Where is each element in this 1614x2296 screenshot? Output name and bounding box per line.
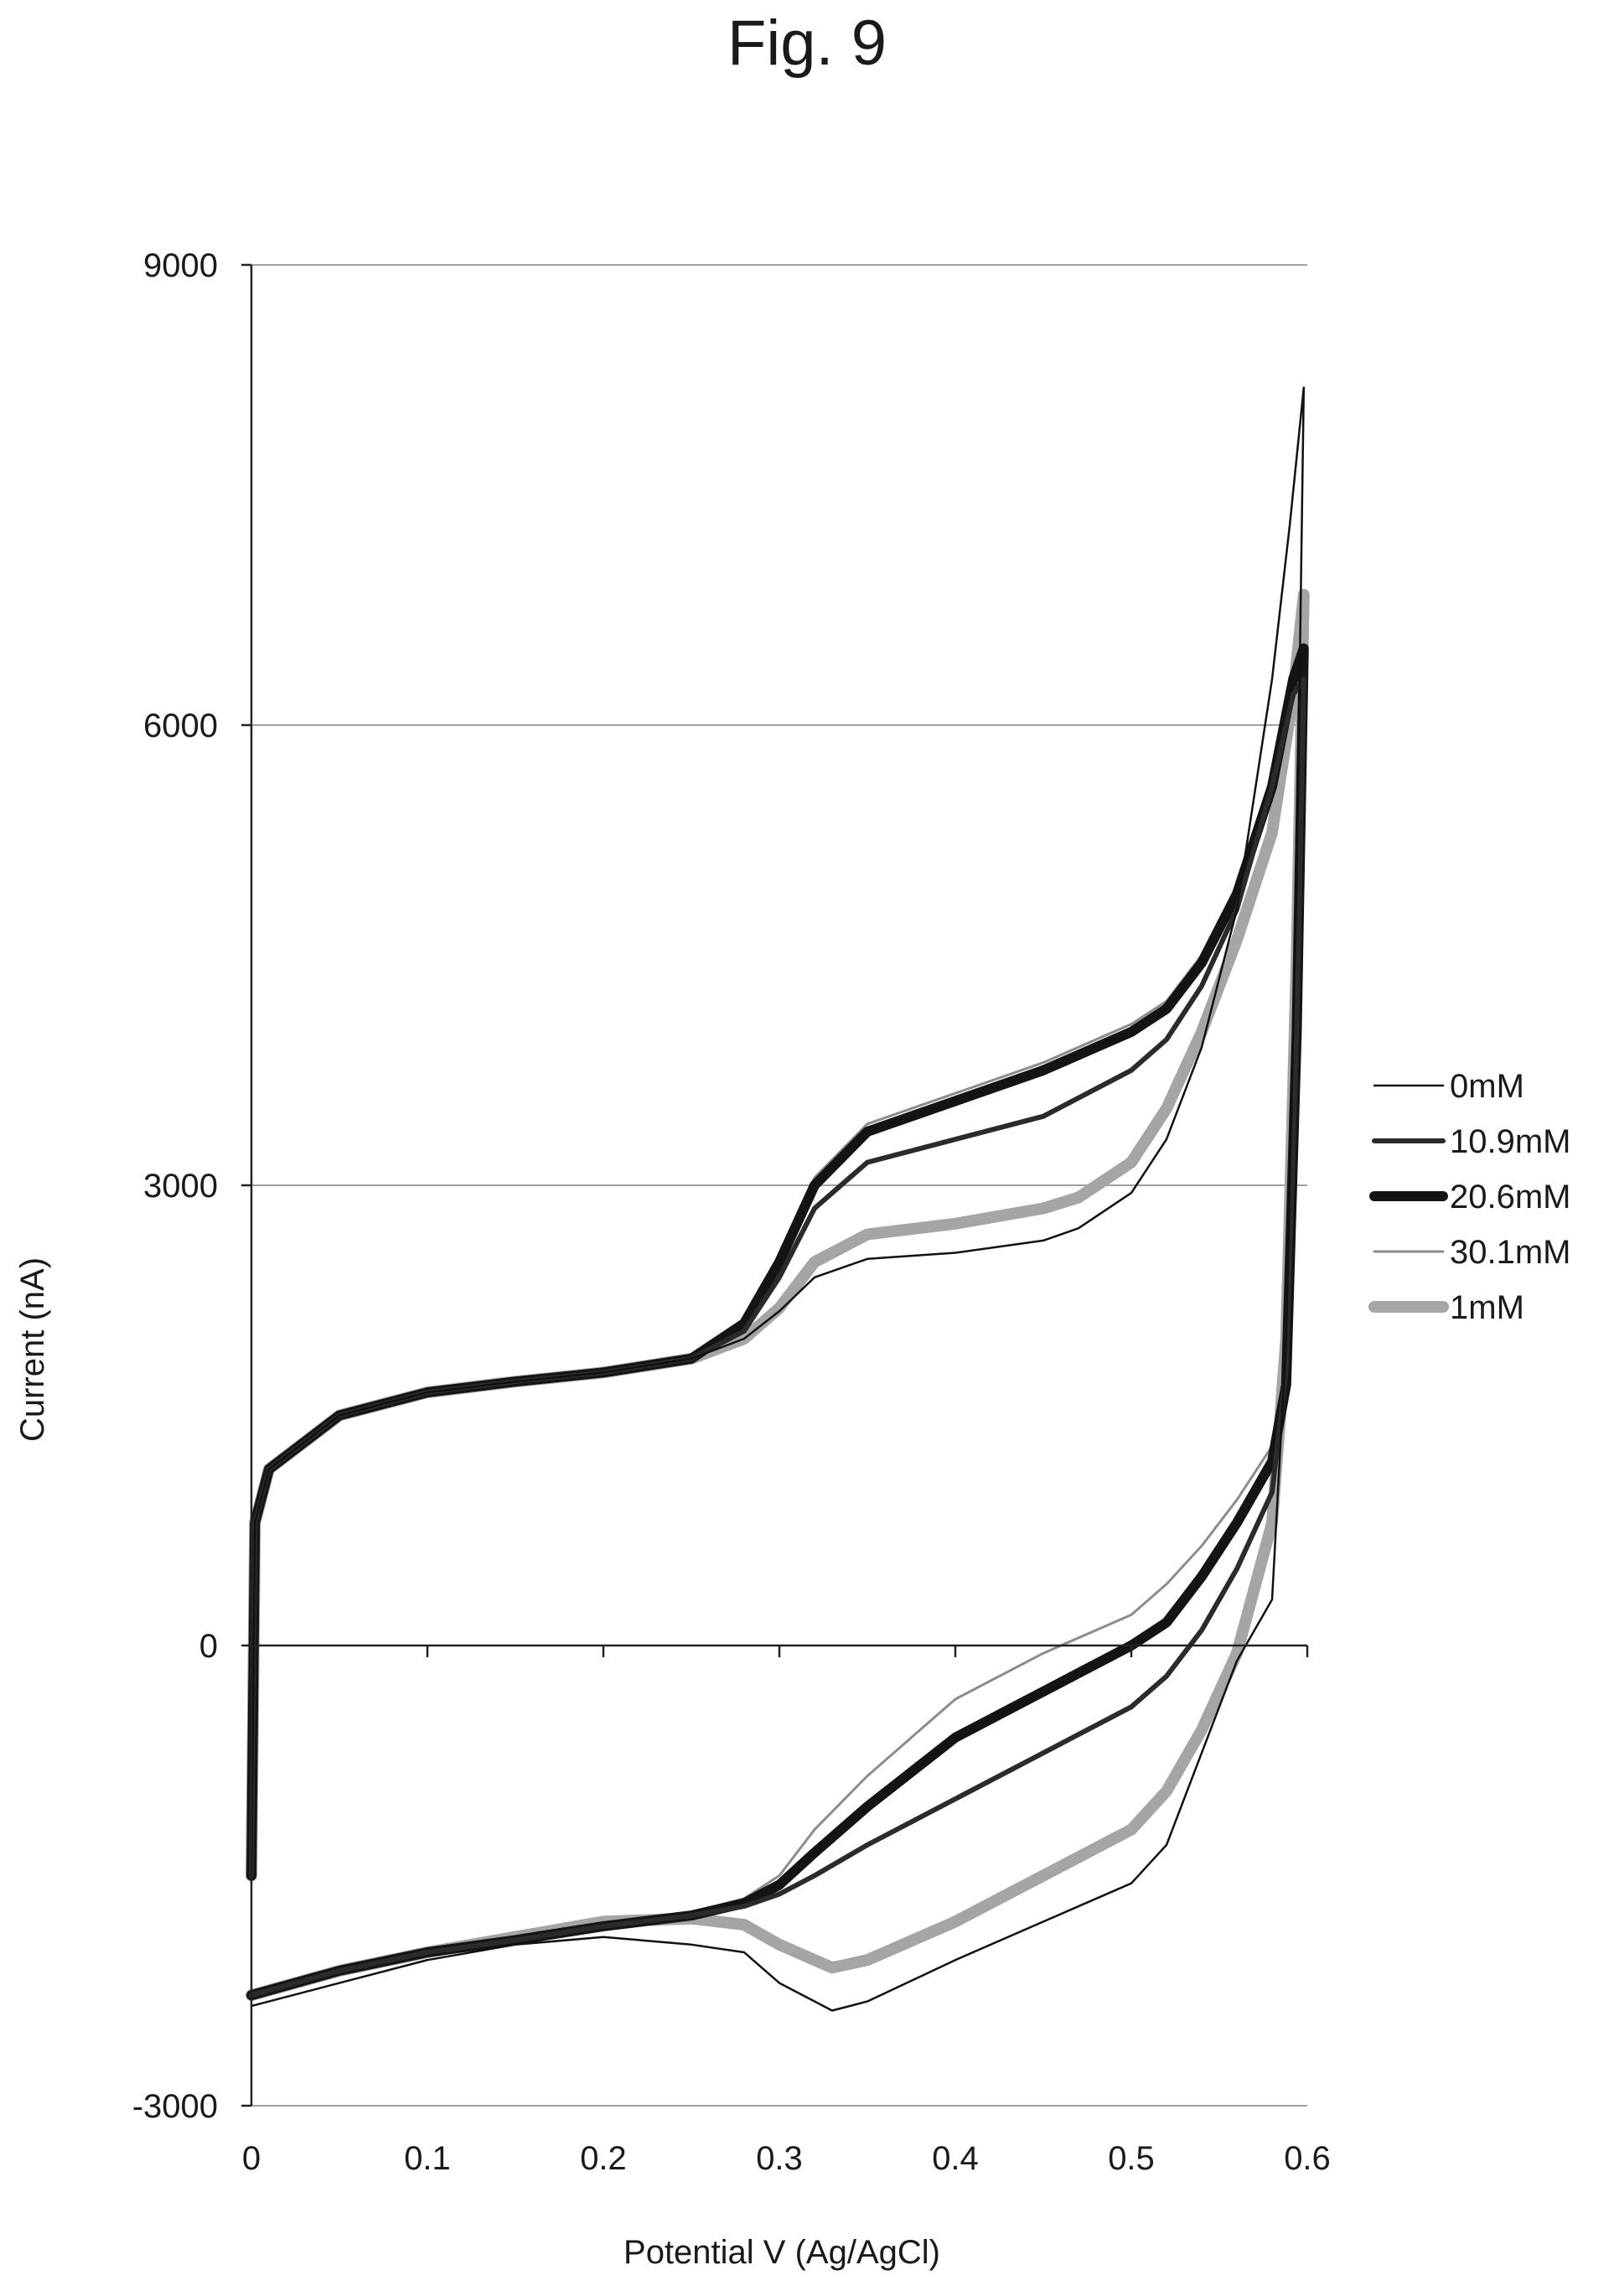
x-tick-label: 0.1 xyxy=(404,2140,451,2177)
series-line-10-9mm xyxy=(249,676,1306,1998)
series-line-1mm xyxy=(246,588,1310,2002)
x-tick-label: 0.2 xyxy=(580,2140,627,2177)
legend-label: 20.6mM xyxy=(1450,1179,1571,1215)
y-tick-label: -3000 xyxy=(132,2088,218,2125)
x-tick-label: 0.5 xyxy=(1108,2140,1155,2177)
tick-labels: -3000 0 3000 6000 9000 0 0.1 0.2 0.3 0.4 0.5 0.6 xyxy=(132,247,1331,2177)
axes xyxy=(241,263,1309,2107)
figure-title: Fig. 9 xyxy=(727,8,887,79)
y-tick-label: 9000 xyxy=(143,247,218,284)
x-axis-title: Potential V (Ag/AgCl) xyxy=(623,2234,940,2271)
y-tick-label: 6000 xyxy=(143,707,218,744)
x-tick-label: 0.3 xyxy=(756,2140,803,2177)
legend: 0mM 10.9mM 20.6mM 30.1mM 1mM xyxy=(1368,1068,1571,1326)
y-tick-label: 3000 xyxy=(143,1168,218,1205)
series-line-20-6mm xyxy=(246,643,1309,2001)
series-line-0mm xyxy=(250,386,1306,2012)
series-line-30-1mm xyxy=(250,647,1306,1994)
legend-label: 1mM xyxy=(1450,1289,1524,1326)
x-tick-label: 0.6 xyxy=(1284,2140,1331,2177)
y-axis-title: Current (nA) xyxy=(14,1257,51,1442)
legend-label: 30.1mM xyxy=(1450,1234,1571,1271)
y-tick-label: 0 xyxy=(199,1628,218,1665)
x-tick-label: 0 xyxy=(242,2140,261,2177)
legend-label: 10.9mM xyxy=(1450,1123,1571,1160)
series-layer xyxy=(246,386,1310,2012)
legend-label: 0mM xyxy=(1450,1068,1524,1105)
gridlines xyxy=(251,264,1307,2107)
x-tick-label: 0.4 xyxy=(932,2140,979,2177)
